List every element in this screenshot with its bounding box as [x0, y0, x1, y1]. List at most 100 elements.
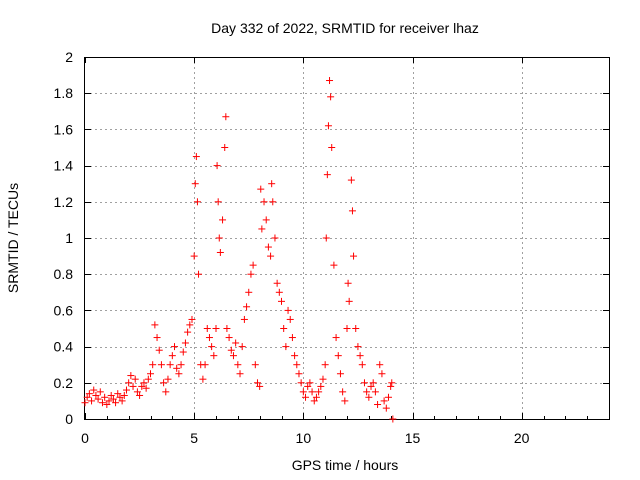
data-point — [142, 384, 150, 392]
data-point — [192, 153, 200, 161]
data-point — [295, 370, 303, 378]
data-point — [153, 334, 161, 342]
data-point — [322, 234, 330, 242]
x-axis-label: GPS time / hours — [292, 457, 399, 473]
data-point — [83, 393, 91, 401]
data-point — [288, 334, 296, 342]
data-point — [256, 382, 264, 390]
data-point — [339, 388, 347, 396]
data-point — [260, 198, 268, 206]
data-point — [188, 315, 196, 323]
x-tick-label: 20 — [514, 430, 530, 446]
data-point — [191, 180, 199, 188]
data-point — [312, 393, 320, 401]
data-point — [293, 361, 301, 369]
data-point — [302, 393, 310, 401]
data-point — [227, 346, 235, 354]
data-point — [179, 348, 187, 356]
data-point — [155, 346, 163, 354]
data-points — [81, 77, 397, 423]
y-tick-label: 0.6 — [54, 302, 74, 318]
plot-frame — [84, 57, 610, 420]
data-point — [114, 390, 122, 398]
data-point — [376, 361, 384, 369]
data-point — [249, 261, 257, 269]
data-point — [96, 388, 104, 396]
data-point — [213, 162, 221, 170]
data-point — [304, 382, 312, 390]
data-point — [98, 399, 106, 407]
data-point — [326, 77, 334, 85]
data-point — [107, 391, 115, 399]
data-point — [236, 370, 244, 378]
data-point — [199, 375, 207, 383]
data-point — [378, 370, 386, 378]
data-point — [216, 248, 224, 256]
data-point — [203, 325, 211, 332]
data-point — [334, 352, 342, 360]
data-point — [282, 343, 290, 351]
x-tick-label: 5 — [190, 430, 198, 446]
data-point — [356, 352, 364, 360]
data-point — [278, 297, 285, 305]
data-point — [133, 388, 141, 396]
data-point — [291, 352, 299, 360]
data-point — [280, 325, 288, 332]
data-point — [365, 393, 373, 401]
data-point — [319, 375, 327, 383]
data-point — [284, 306, 292, 314]
data-point — [140, 379, 148, 387]
data-point — [306, 379, 314, 387]
data-point — [315, 388, 323, 396]
data-point — [131, 375, 139, 383]
data-point — [116, 393, 124, 401]
data-point — [229, 352, 237, 360]
data-point — [352, 325, 360, 332]
data-point — [332, 334, 340, 342]
y-tick-label: 1.8 — [54, 85, 74, 101]
data-point — [323, 171, 331, 179]
y-tick-label: 0.8 — [54, 266, 74, 282]
data-point — [109, 395, 117, 403]
data-point — [94, 395, 102, 403]
data-point — [257, 185, 265, 193]
data-point — [81, 399, 89, 407]
data-point — [286, 315, 294, 323]
data-point — [85, 390, 93, 398]
x-tick-label: 0 — [81, 430, 89, 446]
data-point — [147, 370, 154, 378]
data-point — [240, 315, 248, 323]
data-point — [222, 113, 230, 121]
data-point — [168, 352, 176, 360]
data-point — [367, 382, 375, 390]
data-point — [223, 325, 231, 332]
data-point — [384, 393, 392, 401]
data-point — [267, 252, 275, 260]
data-point — [221, 144, 229, 151]
data-point — [234, 361, 242, 369]
y-tick-label: 0.4 — [54, 339, 74, 355]
data-point — [271, 234, 279, 242]
data-point — [297, 379, 305, 387]
data-point — [157, 361, 165, 369]
data-point — [122, 386, 130, 394]
data-point — [210, 352, 218, 360]
data-point — [193, 198, 201, 206]
data-point — [380, 397, 388, 405]
data-point — [186, 321, 194, 329]
data-point — [328, 144, 336, 151]
data-point — [112, 399, 120, 407]
y-tick-label: 1.6 — [54, 121, 74, 137]
y-tick-label: 0.2 — [54, 375, 74, 391]
data-point — [348, 207, 356, 215]
data-point — [125, 379, 133, 387]
data-point — [88, 397, 96, 405]
data-point — [201, 361, 209, 369]
y-tick-label: 2 — [65, 49, 73, 65]
y-axis-label: SRMTID / TECUs — [5, 183, 21, 293]
y-tick-label: 1 — [65, 230, 73, 246]
data-point — [273, 279, 281, 287]
data-point — [175, 370, 183, 378]
data-point — [127, 372, 135, 380]
data-point — [160, 379, 168, 387]
